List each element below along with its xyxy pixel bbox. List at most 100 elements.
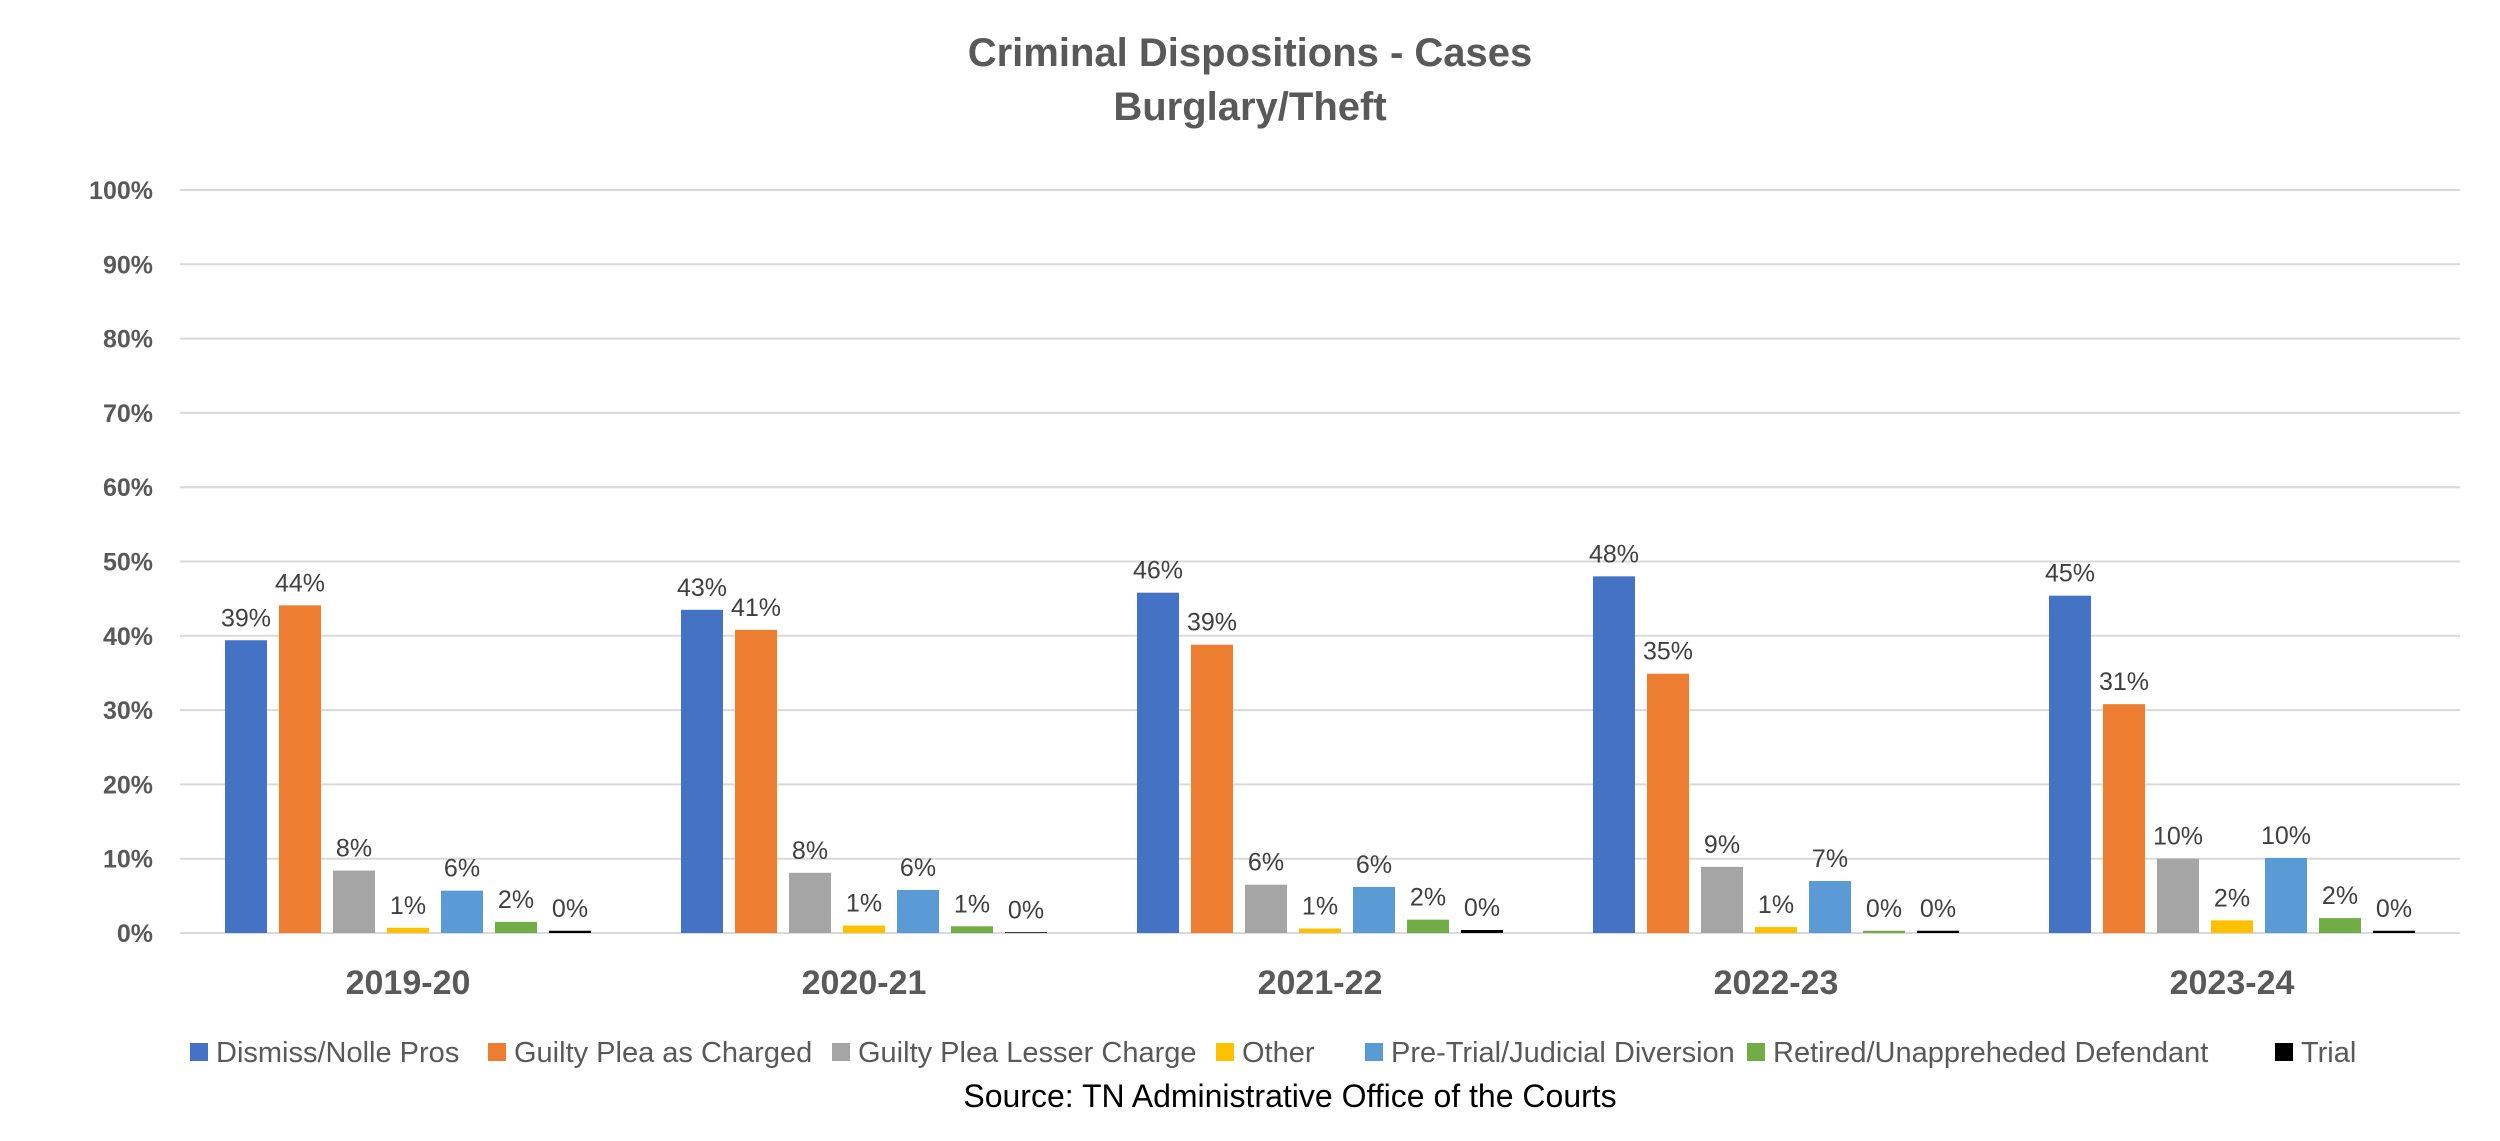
y-tick-label: 10% [103,846,153,874]
bar [225,640,267,933]
y-tick-label: 90% [103,251,153,279]
chart-subtitle: Burglary/Theft [1113,85,1386,129]
bar [495,921,537,933]
data-label: 1% [390,892,426,920]
bar [2265,857,2307,933]
legend-swatch [190,1043,208,1061]
category-label: 2020-21 [802,964,927,1002]
legend-label: Retired/Unappreheded Defendant [1773,1037,2208,1069]
y-tick-label: 20% [103,771,153,799]
data-labels: 39%44%8%1%6%2% 0%43%41%8%1%6%1% 0%46%39%6%… [221,540,2412,924]
legend-swatch [1747,1043,1765,1061]
gridlines [180,189,2460,934]
data-label: 48% [1589,540,1639,568]
data-label: 1% [954,890,990,918]
data-label: 39% [221,604,271,632]
bar [387,927,429,933]
data-label: 2% [2214,884,2250,912]
y-tick-label: 100% [89,177,153,205]
data-label: 10% [2261,822,2311,850]
data-label: 44% [275,569,325,597]
legend-swatch [488,1043,506,1061]
legend-swatch [1365,1043,1383,1061]
data-label: 0% [552,895,588,923]
legend-label: Dismiss/Nolle Pros [216,1037,459,1069]
bar [1461,930,1503,933]
data-label: 8% [336,835,372,863]
bar [2157,858,2199,933]
bar [2373,930,2415,933]
bar [1407,919,1449,933]
bar [681,609,723,933]
bar [1863,930,1905,933]
bar [333,870,375,933]
data-label: 9% [1704,831,1740,859]
category-label: 2022-23 [1714,964,1839,1002]
bar [951,926,993,933]
y-tick-label: 40% [103,623,153,651]
bar [1353,886,1395,933]
bar [789,872,831,933]
legend-label: Guilty Plea Lesser Charge [858,1037,1197,1069]
data-label: 1% [1302,893,1338,921]
legend-swatch [832,1043,850,1061]
bar [1701,866,1743,933]
data-label: 31% [2099,668,2149,696]
y-tick-label: 50% [103,549,153,577]
data-label: 2% [1410,884,1446,912]
y-axis-ticks: 0% 10% 20% 30% 40% 50% 60% 70% 80% 90% 100% [89,177,153,948]
category-label: 2023-24 [2170,964,2295,1002]
data-label: 35% [1643,638,1693,666]
y-tick-label: 60% [103,474,153,502]
chart-title: Criminal Dispositions - Cases [968,31,1533,75]
bar [735,629,777,933]
data-label: 2% [2322,882,2358,910]
bar [1299,928,1341,933]
data-label: 6% [1248,849,1284,877]
legend: Dismiss/Nolle Pros Guilty Plea as Charged… [190,1037,2356,1069]
bar [279,605,321,933]
data-label: 10% [2153,823,2203,851]
bar [1593,576,1635,933]
data-label: 43% [677,574,727,602]
bar [843,925,885,933]
y-tick-label: 0% [117,920,153,948]
x-axis-categories: 2019-20 2020-21 2021-22 2022-23 2023-24 [346,964,2295,1002]
y-tick-label: 30% [103,697,153,725]
source-note: Source: TN Administrative Office of the … [963,1078,1616,1114]
y-tick-label: 80% [103,326,153,354]
data-label: 6% [900,854,936,882]
bars [225,576,2415,933]
legend-label: Other [1242,1037,1315,1069]
bar [1647,673,1689,933]
bar [897,889,939,933]
legend-label: Guilty Plea as Charged [514,1037,812,1069]
bar [1755,927,1797,933]
bar [2211,920,2253,933]
data-label: 0% [2376,895,2412,923]
data-label: 6% [444,855,480,883]
bar [1917,930,1959,933]
bar [2049,595,2091,933]
bar [2103,704,2145,933]
data-label: 1% [1758,891,1794,919]
data-label: 0% [1008,896,1044,924]
bar [2319,918,2361,933]
data-label: 45% [2045,560,2095,588]
category-label: 2021-22 [1258,964,1383,1002]
legend-swatch [2275,1043,2293,1061]
bar [1005,932,1047,933]
data-label: 1% [846,890,882,918]
data-label: 8% [792,837,828,865]
category-label: 2019-20 [346,964,471,1002]
bar [1191,644,1233,933]
data-label: 41% [731,594,781,622]
bar [549,930,591,933]
data-label: 2% [498,886,534,914]
data-label: 0% [1866,895,1902,923]
bar [441,890,483,933]
legend-swatch [1216,1043,1234,1061]
legend-label: Pre-Trial/Judicial Diversion [1391,1037,1735,1069]
y-tick-label: 70% [103,400,153,428]
